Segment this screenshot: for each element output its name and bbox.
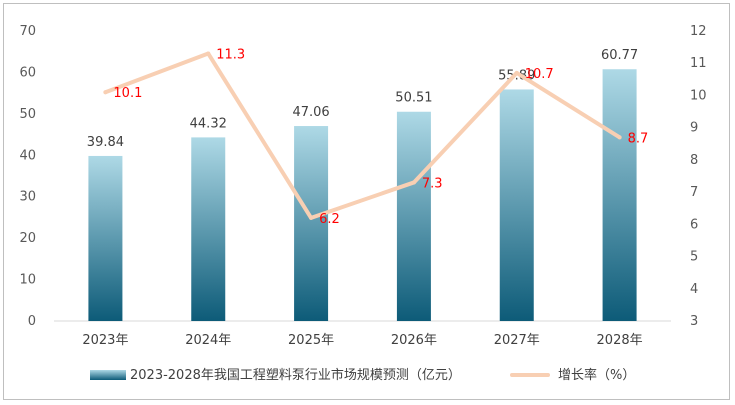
bar [396, 111, 431, 321]
y-left-tick-label: 50 [19, 107, 36, 122]
x-tick-label: 2028年 [597, 333, 643, 348]
y-right-tick-label: 11 [690, 56, 707, 71]
growth-value-label: 10.1 [113, 86, 142, 101]
legend: 2023-2028年我国工程塑料泵行业市场规模预测（亿元） 增长率（%） [90, 367, 635, 383]
x-tick-label: 2024年 [185, 333, 231, 348]
bar [602, 69, 637, 321]
growth-value-label: 7.3 [422, 176, 443, 191]
chart-frame: 0 10 20 30 40 50 60 70 3 4 5 6 7 8 9 10 11 12 39.84 44.32… [3, 3, 730, 400]
y-left-tick-label: 0 [28, 314, 36, 329]
y-right-tick-label: 6 [690, 217, 698, 232]
bar [191, 137, 226, 321]
bar-value-label: 44.32 [190, 116, 227, 131]
growth-point [206, 51, 211, 56]
legend-bar-label: 2023-2028年我国工程塑料泵行业市场规模预测（亿元） [130, 367, 461, 383]
bar-series [88, 69, 637, 321]
bar-value-label: 50.51 [395, 91, 432, 106]
y-left-tick-label: 60 [19, 65, 36, 80]
y-right-tick-label: 4 [690, 282, 698, 297]
y-right-tick-label: 10 [690, 88, 707, 103]
growth-line-series [103, 51, 622, 220]
y-left-tick-label: 10 [19, 273, 36, 288]
x-axis-tick-labels: 2023年 2024年 2025年 2026年 2027年 2028年 [82, 333, 642, 348]
y-right-tick-label: 3 [690, 314, 698, 329]
x-tick-label: 2027年 [494, 333, 540, 348]
y-axis-left: 0 10 20 30 40 50 60 70 [19, 24, 36, 329]
growth-value-label: 8.7 [628, 131, 649, 146]
y-right-tick-label: 7 [690, 185, 698, 200]
growth-point [617, 135, 622, 140]
legend-bar-swatch [90, 370, 126, 380]
growth-line [103, 51, 622, 220]
bar [499, 89, 534, 321]
growth-point [514, 70, 519, 75]
growth-value-label: 10.7 [525, 67, 554, 82]
bar-value-label: 60.77 [601, 48, 638, 63]
y-left-tick-label: 70 [19, 24, 36, 39]
y-axis-right: 3 4 5 6 7 8 9 10 11 12 [690, 24, 707, 329]
y-right-tick-label: 9 [690, 121, 698, 136]
bar [294, 126, 329, 321]
y-left-tick-label: 30 [19, 190, 36, 205]
growth-value-labels: 10.1 11.3 6.2 7.3 10.7 8.7 [113, 48, 648, 227]
y-left-tick-label: 40 [19, 148, 36, 163]
bar-value-label: 39.84 [87, 135, 124, 150]
y-right-tick-label: 8 [690, 153, 698, 168]
x-tick-label: 2023年 [82, 333, 128, 348]
growth-point [411, 180, 416, 185]
x-tick-label: 2025年 [288, 333, 334, 348]
bar [88, 155, 123, 321]
x-tick-label: 2026年 [391, 333, 437, 348]
growth-point [103, 90, 108, 95]
legend-line-label: 增长率（%） [558, 367, 635, 383]
bar-value-label: 47.06 [292, 105, 329, 120]
growth-value-label: 6.2 [319, 212, 340, 227]
chart: 0 10 20 30 40 50 60 70 3 4 5 6 7 8 9 10 11 12 39.84 44.32… [19, 24, 707, 383]
growth-point [309, 215, 314, 220]
y-right-tick-label: 12 [690, 24, 707, 39]
growth-value-label: 11.3 [216, 48, 245, 63]
y-left-tick-label: 20 [19, 231, 36, 246]
y-right-tick-label: 5 [690, 250, 698, 265]
